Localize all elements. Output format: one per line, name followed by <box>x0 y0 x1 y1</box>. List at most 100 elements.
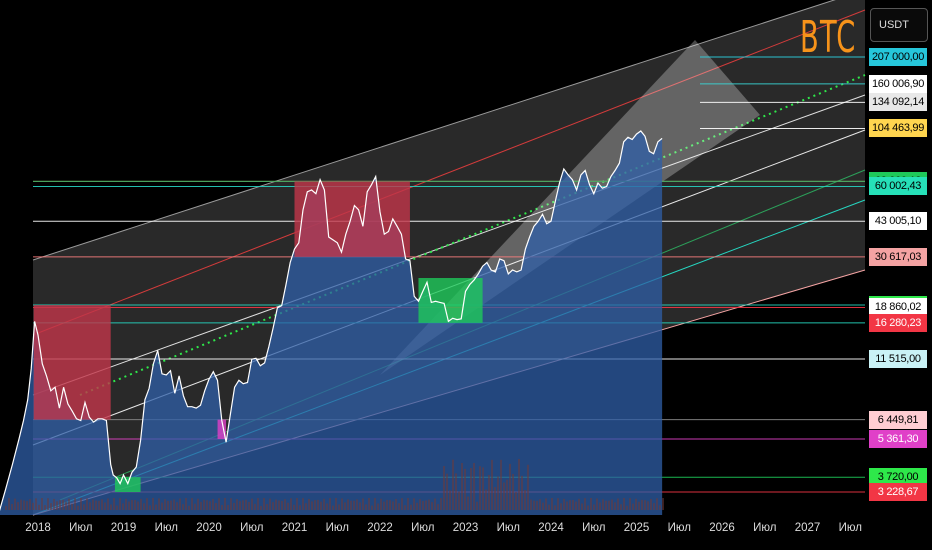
volume-bar <box>47 498 49 510</box>
volume-bar <box>29 499 31 510</box>
volume-bar <box>374 498 376 510</box>
volume-bar <box>614 502 616 510</box>
volume-bar <box>170 500 172 510</box>
volume-bar <box>68 498 70 510</box>
volume-bar <box>272 502 274 510</box>
price-level-tag: 30 617,03 <box>869 247 927 266</box>
volume-bar <box>278 500 280 510</box>
price-level-tag: 3 228,67 <box>869 483 927 501</box>
volume-bar <box>551 498 553 510</box>
volume-bar <box>524 490 526 510</box>
volume-bar <box>647 501 649 510</box>
price-level-tag: 160 006,90 <box>869 74 927 93</box>
volume-bar <box>416 502 418 510</box>
volume-bar <box>422 500 424 510</box>
volume-bar <box>470 467 472 510</box>
volume-bar <box>14 498 16 510</box>
volume-bar <box>17 502 19 510</box>
volume-bar <box>26 501 28 510</box>
price-level-tag: 6 449,81 <box>869 410 927 429</box>
volume-bar <box>353 500 355 510</box>
ticker-title: BTC <box>800 12 857 63</box>
volume-bar <box>62 499 64 510</box>
volume-bar <box>371 505 373 510</box>
volume-bar <box>392 501 394 510</box>
volume-bar <box>518 458 520 510</box>
volume-bar <box>437 504 439 510</box>
x-tick-label: 2024 <box>538 522 564 534</box>
volume-bar <box>467 496 469 510</box>
volume-bar <box>356 499 358 510</box>
volume-bar <box>137 501 139 510</box>
volume-bar <box>635 498 637 510</box>
volume-bar <box>362 498 364 510</box>
volume-bar <box>323 498 325 510</box>
volume-bar <box>365 504 367 510</box>
volume-bar <box>89 502 91 510</box>
volume-bar <box>545 498 547 510</box>
volume-bar <box>227 504 229 510</box>
price-level-tag: 3 720,00 <box>869 468 927 487</box>
volume-bar <box>560 503 562 510</box>
x-tick-label: Июл <box>411 522 435 534</box>
volume-bar <box>125 498 127 510</box>
x-tick-label: 2026 <box>709 522 735 534</box>
volume-bar <box>158 498 160 510</box>
volume-bar <box>122 503 124 510</box>
price-level-tag: 11 515,00 <box>869 350 927 369</box>
volume-bar <box>593 504 595 510</box>
volume-bar <box>248 501 250 510</box>
volume-bar <box>116 505 118 510</box>
volume-bar <box>491 459 493 510</box>
volume-bar <box>302 498 304 510</box>
cycle-box <box>33 305 111 420</box>
volume-bar <box>161 502 163 510</box>
volume-bar <box>413 498 415 510</box>
volume-bar <box>41 498 43 510</box>
volume-bar <box>380 498 382 510</box>
volume-bar <box>332 505 334 510</box>
volume-bar <box>224 498 226 510</box>
volume-bar <box>206 500 208 510</box>
channel-line <box>32 9 866 336</box>
volume-bar <box>383 501 385 510</box>
volume-bar <box>23 500 25 510</box>
volume-bar <box>452 459 454 510</box>
x-tick-label: 2021 <box>281 522 308 534</box>
volume-bar <box>263 498 265 510</box>
volume-bar <box>242 500 244 510</box>
volume-bar <box>107 498 109 510</box>
volume-bar <box>500 459 502 510</box>
volume-bar <box>98 500 100 510</box>
volume-bar <box>167 500 169 510</box>
volume-bar <box>143 503 145 510</box>
volume-bar <box>35 498 37 510</box>
volume-bar <box>497 476 499 510</box>
volume-bar <box>179 498 181 510</box>
volume-bar <box>608 500 610 510</box>
volume-bar <box>596 498 598 510</box>
volume-bar <box>395 498 397 510</box>
volume-bar <box>188 505 190 510</box>
x-tick-label: Июл <box>154 522 178 534</box>
volume-bar <box>506 479 508 510</box>
volume-bar <box>446 473 448 510</box>
volume-bar <box>209 501 211 510</box>
currency-button[interactable]: USDT <box>870 8 928 42</box>
volume-bar <box>350 500 352 510</box>
volume-bar <box>662 498 664 510</box>
volume-bar <box>533 500 535 510</box>
volume-bar <box>71 503 73 510</box>
price-level-tag: 104 463,99 <box>869 119 927 138</box>
volume-bar <box>38 504 40 510</box>
volume-bar <box>626 505 628 510</box>
volume-bar <box>347 499 349 510</box>
cycle-box <box>294 181 410 257</box>
volume-bar <box>509 463 511 510</box>
volume-bar <box>632 503 634 510</box>
volume-bar <box>659 505 661 510</box>
x-tick-label: Июл <box>240 522 264 534</box>
price-level-tag: 207 000,00 <box>869 48 927 66</box>
volume-bar <box>458 491 460 510</box>
